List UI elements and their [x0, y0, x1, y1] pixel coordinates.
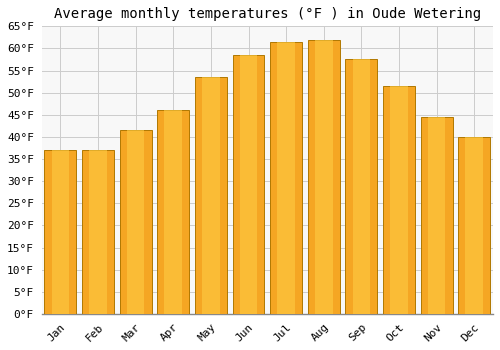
Title: Average monthly temperatures (°F ) in Oude Wetering: Average monthly temperatures (°F ) in Ou…	[54, 7, 481, 21]
Bar	[158, 110, 190, 314]
Bar	[315, 40, 332, 314]
Bar	[164, 110, 182, 314]
Bar	[466, 137, 483, 314]
Bar	[120, 130, 152, 314]
Bar	[308, 40, 340, 314]
Bar	[127, 130, 144, 314]
Bar	[44, 150, 76, 314]
Bar	[383, 86, 415, 314]
Bar	[202, 77, 220, 314]
Bar	[240, 55, 258, 314]
Bar	[420, 117, 452, 314]
Bar	[52, 150, 69, 314]
Bar	[232, 55, 264, 314]
Bar	[458, 137, 490, 314]
Bar	[195, 77, 227, 314]
Bar	[82, 150, 114, 314]
Bar	[89, 150, 107, 314]
Bar	[346, 60, 378, 314]
Bar	[428, 117, 446, 314]
Bar	[390, 86, 408, 314]
Bar	[352, 60, 370, 314]
Bar	[270, 42, 302, 314]
Bar	[278, 42, 295, 314]
